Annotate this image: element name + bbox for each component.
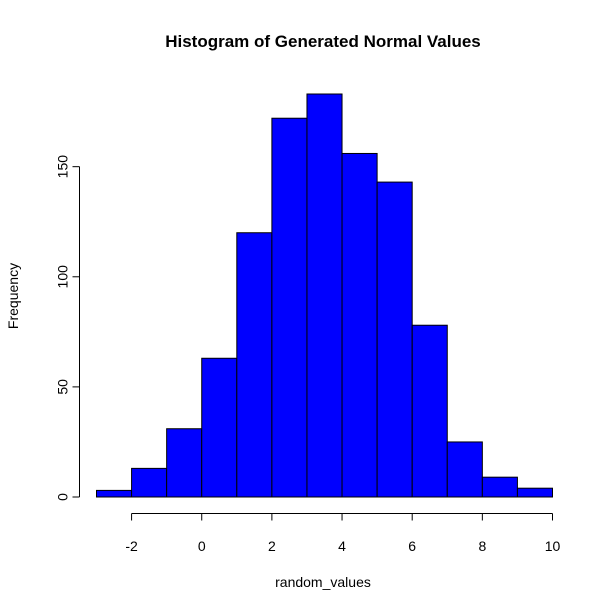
- x-tick-label: 4: [338, 538, 346, 554]
- histogram-bar: [481, 476, 518, 498]
- bars-group: [96, 93, 554, 498]
- y-tick-label: 150: [55, 155, 71, 179]
- x-tick-label: -2: [125, 538, 138, 554]
- x-tick-label: 0: [198, 538, 206, 554]
- histogram-bar: [341, 152, 378, 498]
- y-tick-label: 50: [55, 379, 71, 395]
- y-tick-label: 100: [55, 265, 71, 289]
- x-tick-label: 8: [478, 538, 486, 554]
- histogram-bar: [236, 232, 273, 498]
- histogram-bar: [376, 181, 413, 498]
- y-axis: 0 50 100 150: [55, 155, 80, 501]
- histogram-bar: [306, 93, 343, 498]
- x-tick-label: 10: [545, 538, 561, 554]
- histogram-bar: [271, 117, 308, 498]
- histogram-bar: [411, 324, 448, 498]
- histogram-bar: [131, 467, 168, 498]
- chart-title: Histogram of Generated Normal Values: [165, 32, 481, 51]
- histogram-bar: [516, 487, 554, 498]
- y-axis-label: Frequency: [5, 263, 21, 329]
- histogram-bar: [446, 441, 483, 498]
- x-axis-label: random_values: [275, 574, 371, 590]
- y-tick-label: 0: [55, 493, 71, 501]
- histogram-bar: [166, 428, 203, 498]
- histogram-bar: [96, 489, 133, 498]
- x-axis: -2 0 2 4 6 8 10: [125, 513, 561, 554]
- histogram-bar: [201, 357, 238, 498]
- x-tick-label: 6: [408, 538, 416, 554]
- x-tick-label: 2: [268, 538, 276, 554]
